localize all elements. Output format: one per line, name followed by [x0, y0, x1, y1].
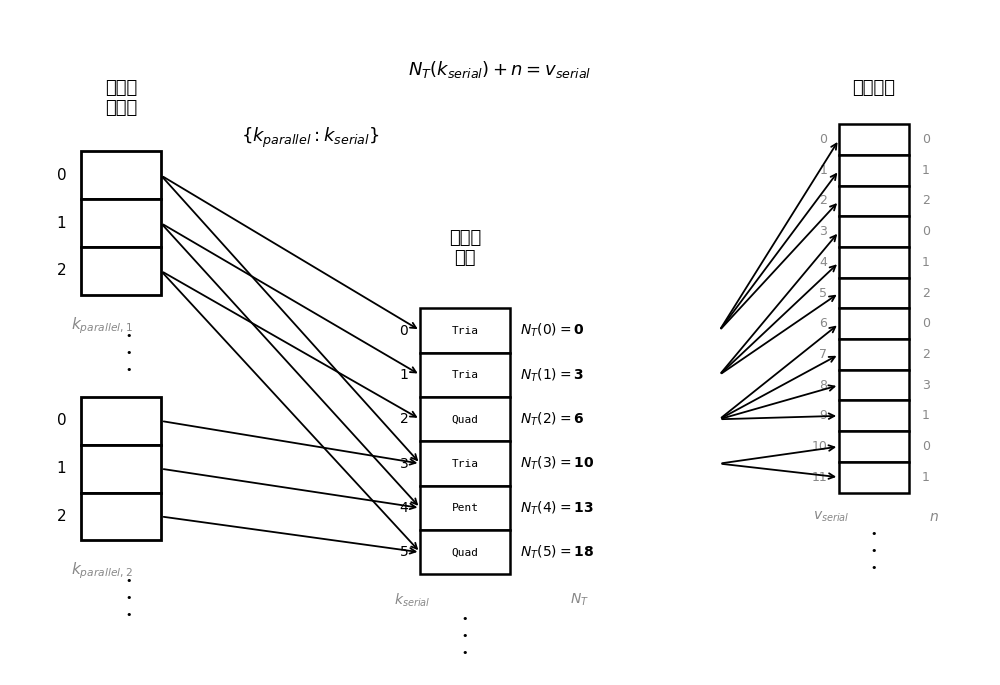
Text: Tria: Tria	[452, 370, 479, 380]
Text: 0: 0	[57, 168, 66, 183]
Text: 4: 4	[819, 256, 827, 269]
Text: •: •	[126, 331, 132, 340]
Text: 0: 0	[400, 323, 408, 338]
Text: 5: 5	[819, 286, 827, 299]
Text: 2: 2	[922, 286, 930, 299]
FancyBboxPatch shape	[81, 445, 161, 493]
Text: •: •	[126, 593, 132, 603]
Text: 0: 0	[819, 133, 827, 146]
Text: 2: 2	[922, 348, 930, 361]
FancyBboxPatch shape	[839, 339, 909, 370]
Text: $N_T(0) = \mathbf{0}$: $N_T(0) = \mathbf{0}$	[520, 322, 584, 339]
FancyBboxPatch shape	[839, 462, 909, 493]
Text: $v_{serial}$: $v_{serial}$	[813, 510, 849, 524]
FancyBboxPatch shape	[420, 530, 510, 575]
Text: 1: 1	[922, 164, 930, 177]
Text: 5: 5	[400, 545, 408, 559]
Text: $k_{parallel,2}$: $k_{parallel,2}$	[71, 561, 133, 582]
Text: $k_{serial}$: $k_{serial}$	[394, 592, 430, 609]
FancyBboxPatch shape	[839, 401, 909, 431]
Text: •: •	[871, 545, 877, 556]
Text: $n$: $n$	[929, 510, 939, 523]
Text: Quad: Quad	[452, 547, 479, 558]
Text: Pent: Pent	[452, 503, 479, 513]
Text: 0: 0	[57, 414, 66, 428]
FancyBboxPatch shape	[81, 397, 161, 445]
Text: 0: 0	[922, 225, 930, 238]
FancyBboxPatch shape	[81, 247, 161, 295]
FancyBboxPatch shape	[420, 308, 510, 353]
Text: 3: 3	[400, 457, 408, 471]
Text: •: •	[871, 562, 877, 573]
FancyBboxPatch shape	[420, 397, 510, 441]
Text: 0: 0	[922, 133, 930, 146]
Text: $N_T$: $N_T$	[570, 592, 589, 608]
Text: $N_T(5) = \mathbf{18}$: $N_T(5) = \mathbf{18}$	[520, 544, 594, 561]
Text: 9: 9	[819, 410, 827, 423]
Text: •: •	[871, 529, 877, 538]
Text: 面单元
气动力: 面单元 气动力	[105, 79, 137, 117]
FancyBboxPatch shape	[81, 493, 161, 540]
Text: 1: 1	[819, 164, 827, 177]
FancyBboxPatch shape	[420, 353, 510, 397]
Text: 7: 7	[819, 348, 827, 361]
Text: 节点模态: 节点模态	[852, 79, 895, 97]
Text: •: •	[126, 348, 132, 358]
Text: •: •	[126, 576, 132, 586]
Text: $k_{parallel,1}$: $k_{parallel,1}$	[71, 315, 133, 336]
Text: $N_T(2) = \mathbf{6}$: $N_T(2) = \mathbf{6}$	[520, 410, 584, 428]
Text: 1: 1	[922, 256, 930, 269]
Text: 11: 11	[811, 471, 827, 484]
Text: 2: 2	[400, 412, 408, 426]
Text: $\{k_{parallel}:k_{serial}\}$: $\{k_{parallel}:k_{serial}\}$	[241, 126, 379, 150]
Text: •: •	[462, 614, 468, 624]
Text: 8: 8	[819, 379, 827, 392]
Text: Tria: Tria	[452, 458, 479, 469]
Text: 2: 2	[922, 195, 930, 208]
Text: 面单元
模态: 面单元 模态	[449, 229, 481, 267]
FancyBboxPatch shape	[839, 370, 909, 401]
Text: 4: 4	[400, 501, 408, 515]
FancyBboxPatch shape	[81, 199, 161, 247]
Text: 10: 10	[811, 440, 827, 453]
FancyBboxPatch shape	[839, 247, 909, 277]
FancyBboxPatch shape	[839, 431, 909, 462]
Text: 1: 1	[922, 410, 930, 423]
Text: $N_T(k_{serial}) + n = v_{serial}$: $N_T(k_{serial}) + n = v_{serial}$	[408, 59, 592, 80]
Text: 2: 2	[57, 263, 66, 278]
FancyBboxPatch shape	[839, 186, 909, 216]
FancyBboxPatch shape	[839, 155, 909, 186]
Text: 1: 1	[57, 216, 66, 231]
FancyBboxPatch shape	[420, 441, 510, 486]
Text: 3: 3	[819, 225, 827, 238]
Text: •: •	[126, 610, 132, 621]
Text: 2: 2	[819, 195, 827, 208]
Text: 1: 1	[922, 471, 930, 484]
Text: •: •	[462, 631, 468, 641]
Text: 1: 1	[399, 368, 408, 382]
Text: 2: 2	[57, 509, 66, 524]
Text: 3: 3	[922, 379, 930, 392]
Text: Quad: Quad	[452, 414, 479, 424]
FancyBboxPatch shape	[420, 486, 510, 530]
Text: $N_T(1) = \mathbf{3}$: $N_T(1) = \mathbf{3}$	[520, 366, 584, 384]
FancyBboxPatch shape	[839, 216, 909, 247]
Text: 6: 6	[819, 317, 827, 330]
Text: 1: 1	[57, 461, 66, 476]
Text: •: •	[462, 648, 468, 658]
Text: 0: 0	[922, 440, 930, 453]
Text: Tria: Tria	[452, 325, 479, 336]
FancyBboxPatch shape	[839, 277, 909, 308]
Text: 0: 0	[922, 317, 930, 330]
FancyBboxPatch shape	[839, 124, 909, 155]
FancyBboxPatch shape	[839, 308, 909, 339]
Text: $N_T(3) = \mathbf{10}$: $N_T(3) = \mathbf{10}$	[520, 455, 594, 472]
Text: •: •	[126, 365, 132, 375]
FancyBboxPatch shape	[81, 151, 161, 199]
Text: $N_T(4) = \mathbf{13}$: $N_T(4) = \mathbf{13}$	[520, 499, 593, 516]
